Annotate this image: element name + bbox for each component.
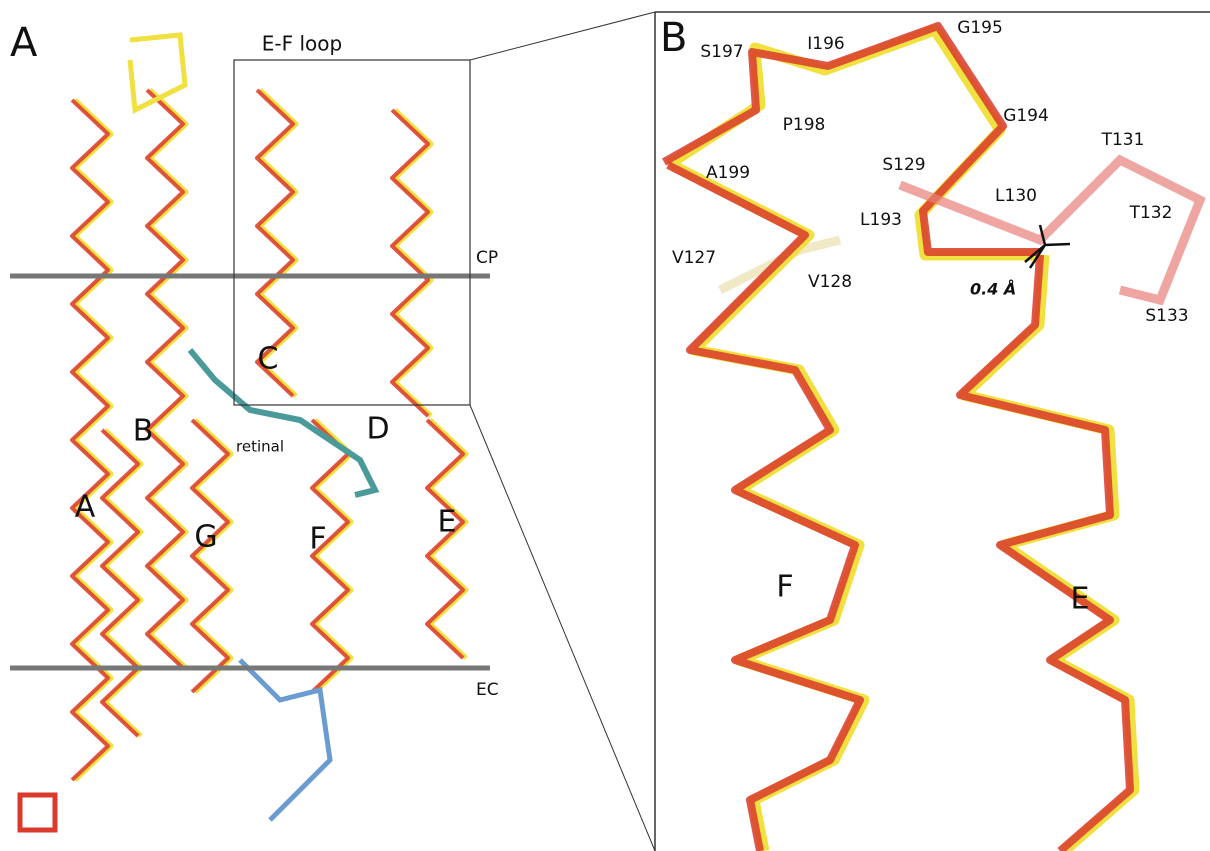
residue-label: V127: [672, 248, 716, 268]
figure: A B E-F loop CP EC retinal 0.4 Å A B C D E F G…: [0, 0, 1210, 851]
distance-label: 0.4 Å: [970, 280, 1016, 299]
residue-label: G194: [1003, 106, 1049, 126]
labels: A B C D E F G F E S197 I196 G195 G194 P198 A199 S129 T13…: [75, 18, 1189, 617]
helix-label: B: [133, 414, 154, 449]
residue-label: S197: [700, 42, 743, 62]
loop-trace: [130, 35, 185, 110]
helix-label: G: [194, 520, 217, 555]
retinal: [190, 350, 375, 495]
residue-label: T132: [1129, 203, 1173, 223]
residue-label: T131: [1101, 130, 1145, 150]
loop-trace: [240, 660, 330, 820]
helix-label: C: [258, 342, 279, 377]
helix-trace: [195, 420, 231, 692]
residue-label: V128: [808, 272, 852, 292]
helix-trace: [960, 255, 1130, 851]
residue-label: L130: [995, 186, 1037, 206]
helix-trace: [147, 90, 183, 668]
residue-label: G195: [957, 18, 1003, 38]
loop-trace: [20, 795, 55, 830]
residue-label: S129: [882, 155, 925, 175]
panel-label: B: [660, 15, 687, 61]
helix-label: E: [1071, 582, 1090, 617]
connector: [470, 405, 655, 851]
inset-title: E-F loop: [262, 32, 342, 56]
helix-label: F: [776, 570, 793, 605]
backbone-traces: [20, 26, 1200, 851]
panel-label: A: [10, 20, 38, 66]
helix-label: A: [75, 490, 96, 525]
residue-label: P198: [783, 115, 826, 135]
residue-label: S133: [1145, 306, 1188, 326]
helix-label: D: [366, 412, 389, 447]
residue-label: I196: [807, 34, 844, 54]
helix-label: E: [438, 505, 457, 540]
membrane-label: CP: [476, 248, 498, 268]
membrane-label: EC: [476, 680, 499, 700]
connector: [470, 12, 655, 60]
helix-label: F: [309, 522, 326, 557]
helix-trace: [964, 255, 1134, 851]
residue-label: L193: [860, 210, 902, 230]
residue-label: A199: [706, 163, 750, 183]
ligand-label: retinal: [236, 438, 284, 456]
